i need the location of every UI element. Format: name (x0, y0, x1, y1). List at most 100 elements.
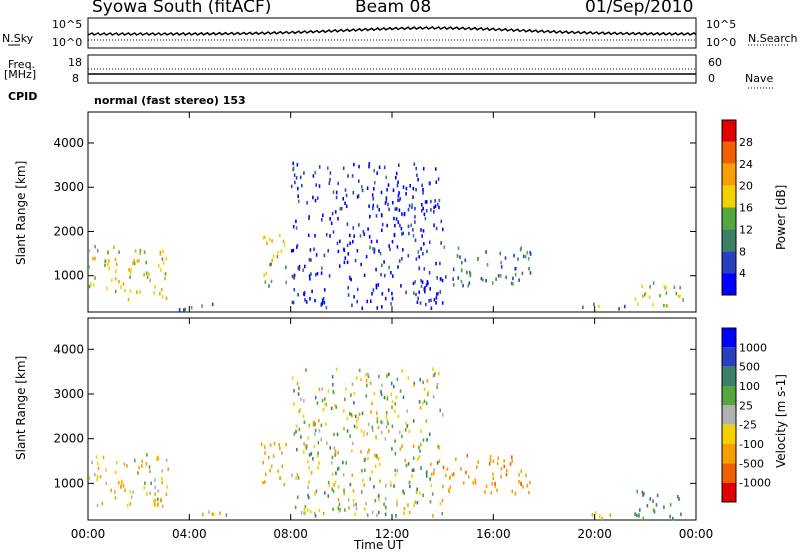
scatter-cell (161, 469, 164, 473)
scatter-cell (122, 484, 125, 488)
scatter-cell (431, 472, 433, 477)
colorbar-segment (722, 444, 736, 464)
scatter-cell (582, 305, 584, 310)
scatter-cell (302, 268, 304, 272)
colorbar-tick-label: 8 (739, 245, 746, 258)
scatter-cell (366, 299, 369, 304)
scatter-cell (462, 481, 465, 485)
x-tick-label: 16:00 (476, 527, 511, 541)
scatter-cell (373, 181, 376, 185)
scatter-cell (88, 476, 90, 480)
scatter-cell (97, 466, 100, 471)
scatter-cell (396, 245, 399, 249)
scatter-cell (492, 476, 495, 481)
scatter-cell (679, 294, 681, 299)
scatter-cell (190, 305, 193, 310)
scatter-cell (331, 455, 334, 460)
scatter-cell (338, 264, 341, 268)
scatter-cell (385, 425, 388, 429)
scatter-cell (316, 401, 319, 405)
scatter-cell (422, 493, 424, 497)
scatter-cell (148, 271, 150, 276)
scatter-cell (304, 504, 307, 509)
scatter-cell (490, 491, 492, 495)
scatter-cell (429, 500, 432, 504)
scatter-cell (345, 387, 347, 391)
scatter-cell (154, 485, 156, 489)
scatter-cell (372, 197, 375, 201)
scatter-cell (642, 516, 645, 521)
scatter-cell (291, 300, 294, 305)
scatter-cell (385, 411, 388, 415)
scatter-cell (303, 171, 305, 175)
scatter-cell (347, 252, 350, 256)
scatter-cell (307, 485, 309, 489)
scatter-cell (411, 474, 413, 479)
scatter-cell (324, 397, 326, 401)
scatter-cell (394, 223, 396, 228)
scatter-cell (392, 188, 395, 192)
scatter-cell (412, 186, 415, 191)
scatter-cell (264, 480, 266, 484)
scatter-cell (435, 261, 437, 266)
scatter-cell (329, 446, 332, 450)
scatter-cell (297, 199, 300, 204)
scatter-cell (680, 512, 682, 517)
scatter-cell (397, 414, 400, 419)
scatter-cell (365, 394, 367, 398)
scatter-cell (159, 498, 162, 502)
scatter-cell (401, 232, 403, 236)
scatter-cell (368, 204, 370, 208)
scatter-cell (307, 508, 309, 512)
scatter-cell (305, 446, 307, 450)
scatter-cell (415, 292, 417, 297)
scatter-cell (433, 468, 435, 472)
scatter-cell (402, 185, 405, 189)
scatter-cell (335, 367, 338, 372)
scatter-cell (383, 502, 385, 507)
scatter-cell (211, 512, 214, 516)
scatter-cell (376, 416, 379, 421)
scatter-cell (408, 511, 411, 515)
scatter-cell (386, 419, 388, 423)
scatter-cell (648, 295, 651, 299)
scatter-cell (143, 250, 146, 254)
scatter-cell (301, 183, 303, 188)
scatter-cell (393, 232, 396, 237)
scatter-cell (488, 462, 491, 466)
scatter-cell (428, 240, 431, 244)
scatter-cell (157, 456, 160, 461)
scatter-cell (333, 432, 335, 437)
scatter-cell (485, 279, 487, 283)
scatter-cell (492, 472, 494, 476)
scatter-cell (310, 258, 312, 262)
scatter-cell (467, 284, 469, 288)
scatter-cell (139, 290, 141, 294)
scatter-cell (314, 428, 317, 433)
scatter-cell (345, 193, 348, 198)
scatter-cell (381, 383, 383, 388)
scatter-cell (365, 502, 367, 506)
scatter-cell (388, 372, 390, 376)
scatter-cell (94, 276, 96, 280)
scatter-cell (265, 271, 268, 276)
scatter-cell (425, 283, 428, 287)
scatter-cell (297, 392, 300, 396)
freq-left-bottom-tick: 8 (72, 72, 79, 85)
scatter-cell (338, 509, 341, 513)
scatter-cell (305, 444, 308, 448)
scatter-cell (333, 483, 335, 487)
scatter-cell (262, 236, 265, 240)
scatter-cell (331, 472, 334, 476)
scatter-cell (211, 302, 214, 307)
scatter-cell (500, 467, 503, 471)
scatter-cell (417, 250, 420, 254)
scatter-cell (343, 491, 345, 496)
scatter-cell (394, 409, 396, 414)
scatter-cell (385, 484, 387, 488)
scatter-cell (386, 397, 389, 401)
scatter-cell (405, 290, 407, 295)
scatter-cell (330, 406, 333, 411)
scatter-cell (167, 467, 169, 471)
